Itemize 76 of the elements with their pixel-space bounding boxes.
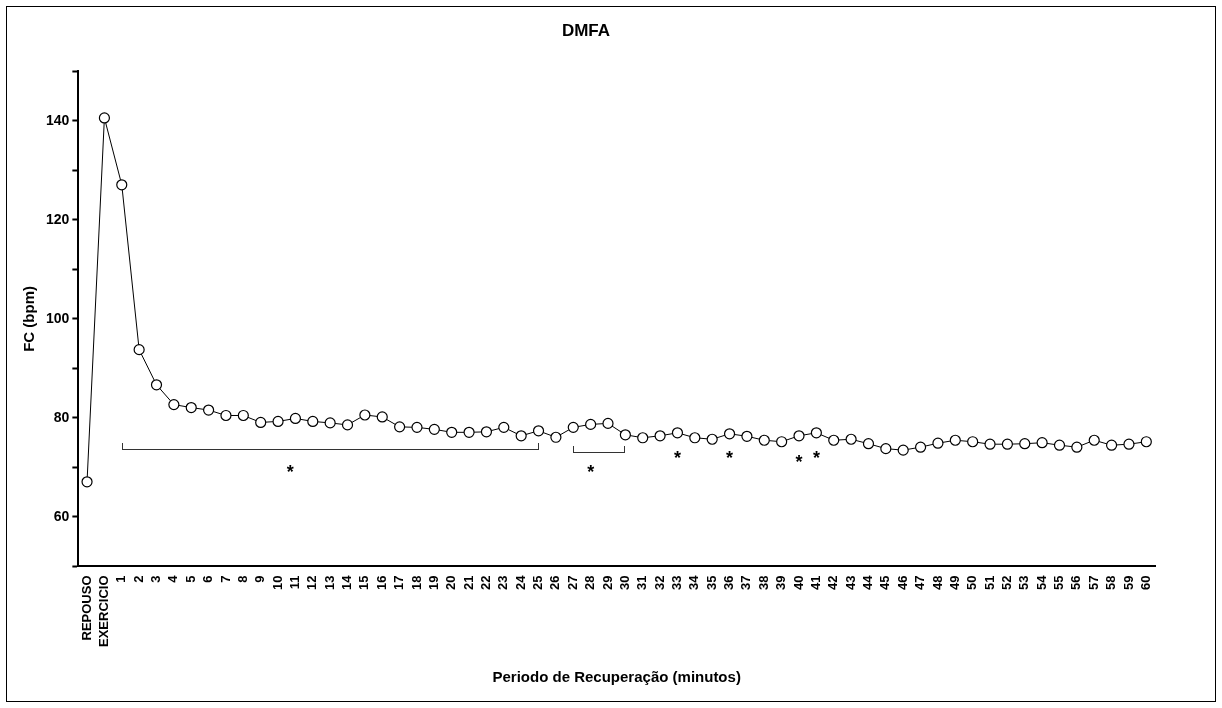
x-tick-label: 21	[460, 575, 476, 590]
x-tick-label: 59	[1120, 575, 1136, 590]
x-tick-label: 57	[1085, 575, 1101, 590]
x-tick-label: 31	[634, 575, 650, 590]
x-tick-label: 18	[408, 575, 424, 590]
annotation: *	[812, 447, 820, 468]
annotation: *	[587, 462, 595, 483]
annotation: *	[795, 452, 803, 473]
x-tick-label: 2	[130, 575, 146, 583]
x-tick-label: 33	[669, 575, 685, 590]
x-tick-label: 3	[148, 575, 164, 583]
x-tick-label: 42	[825, 575, 841, 590]
y-tick-label: 100	[46, 309, 70, 326]
x-tick-label: 27	[564, 575, 580, 590]
x-tick-label: 20	[443, 575, 459, 590]
x-tick-label: 5	[182, 575, 198, 583]
x-tick-label: 43	[842, 575, 858, 590]
x-tick-label: 58	[1103, 575, 1119, 590]
x-tick-label: 1	[113, 575, 129, 583]
annotation: *	[673, 447, 681, 468]
y-axis-title: FC (bpm)	[20, 286, 38, 352]
x-tick-label: EXERCICIO	[95, 575, 111, 647]
x-tick-label: 6	[200, 575, 216, 583]
x-tick-label: REPOUSO	[78, 575, 94, 641]
x-tick-label: 45	[877, 575, 893, 590]
x-tick-label: 38	[755, 575, 771, 590]
x-tick-label: 9	[252, 575, 268, 583]
x-tick-label: 37	[738, 575, 754, 590]
x-tick-label: 13	[321, 575, 337, 590]
x-tick-label: 35	[703, 575, 719, 590]
x-tick-label: 29	[599, 575, 615, 590]
x-tick-label: 28	[582, 575, 598, 590]
y-tick-label: 60	[53, 507, 70, 524]
x-tick-label: 41	[807, 575, 823, 590]
x-tick-label: 7	[217, 575, 233, 583]
x-tick-label: 25	[530, 575, 546, 590]
x-tick-label: 17	[391, 575, 407, 590]
y-tick-label: 120	[46, 210, 70, 227]
x-tick-label: 50	[964, 575, 980, 590]
x-tick-label: 30	[616, 575, 632, 590]
x-tick-label: 44	[860, 574, 876, 590]
x-tick-label: 46	[894, 575, 910, 590]
y-tick-label: 80	[53, 408, 70, 425]
annotation: *	[726, 447, 734, 468]
y-tick-label: 140	[46, 111, 70, 128]
x-tick-label: 36	[721, 575, 737, 590]
x-tick-label: 19	[425, 575, 441, 590]
x-tick-label: 48	[929, 575, 945, 590]
x-tick-label: 54	[1033, 574, 1049, 590]
x-tick-label: 53	[1016, 575, 1032, 590]
x-tick-label: 12	[304, 575, 320, 590]
x-tick-label: 23	[495, 575, 511, 590]
x-tick-label: 39	[773, 575, 789, 590]
x-tick-label: 34	[686, 574, 702, 590]
x-tick-label: 22	[478, 575, 494, 590]
x-tick-label: 11	[287, 575, 302, 590]
x-tick-label: 56	[1068, 575, 1084, 590]
x-tick-label: 14	[339, 574, 355, 590]
x-tick-label: 24	[512, 574, 528, 590]
x-tick-label: 8	[234, 575, 250, 583]
x-tick-label: 60	[1137, 575, 1153, 590]
chart-title: DMFA	[561, 20, 611, 40]
x-tick-label: 10	[269, 575, 285, 590]
x-tick-label: 49	[946, 575, 962, 590]
x-tick-label: 4	[165, 574, 181, 583]
x-tick-label: 52	[998, 575, 1014, 590]
annotation: *	[286, 462, 294, 483]
x-tick-label: 15	[356, 575, 372, 590]
x-tick-label: 55	[1051, 575, 1067, 590]
x-tick-label: 51	[981, 575, 997, 590]
x-axis-title: Periodo de Recuperação (minutos)	[492, 668, 741, 686]
x-tick-label: 40	[790, 575, 806, 590]
x-tick-label: 26	[547, 575, 563, 590]
x-tick-label: 47	[912, 575, 928, 590]
x-tick-label: 32	[651, 575, 667, 590]
x-tick-label: 16	[373, 575, 389, 590]
